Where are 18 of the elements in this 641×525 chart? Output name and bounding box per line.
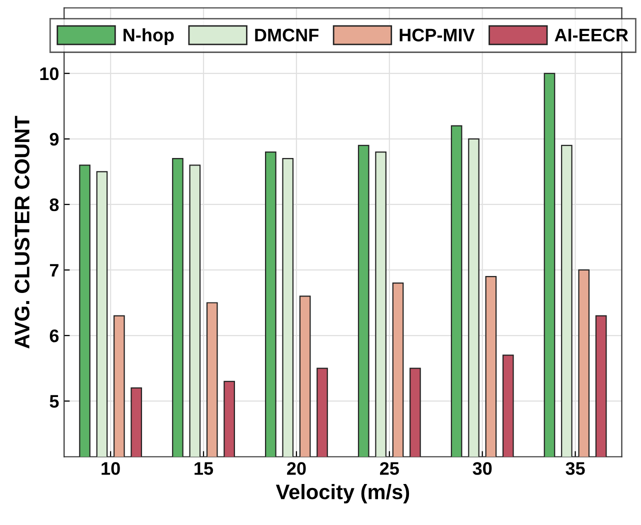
y-tick-label: 9 [50,132,59,146]
legend-label: N-hop [124,28,174,46]
x-tick-label: 30 [472,462,492,475]
y-axis-title: AVG. CLUSTER COUNT [14,116,30,349]
legend-label: HCP-MIV [400,28,475,42]
y-tick-label: 5 [50,395,59,408]
x-tick-label: 35 [566,462,585,475]
x-tick-label: 25 [380,462,399,475]
x-axis-title: Velocity (m/s) [276,484,410,504]
y-tick-label: 8 [50,198,59,212]
x-tick-label: 20 [287,462,306,475]
y-tick-label: 7 [50,264,58,277]
y-tick-label: 10 [40,67,58,80]
legend-label: AI-EECR [554,28,628,42]
x-tick-label: 15 [194,462,214,475]
y-tick-label: 6 [50,329,59,342]
x-tick-label: 10 [102,462,120,475]
legend-label: DMCNF [255,28,318,42]
